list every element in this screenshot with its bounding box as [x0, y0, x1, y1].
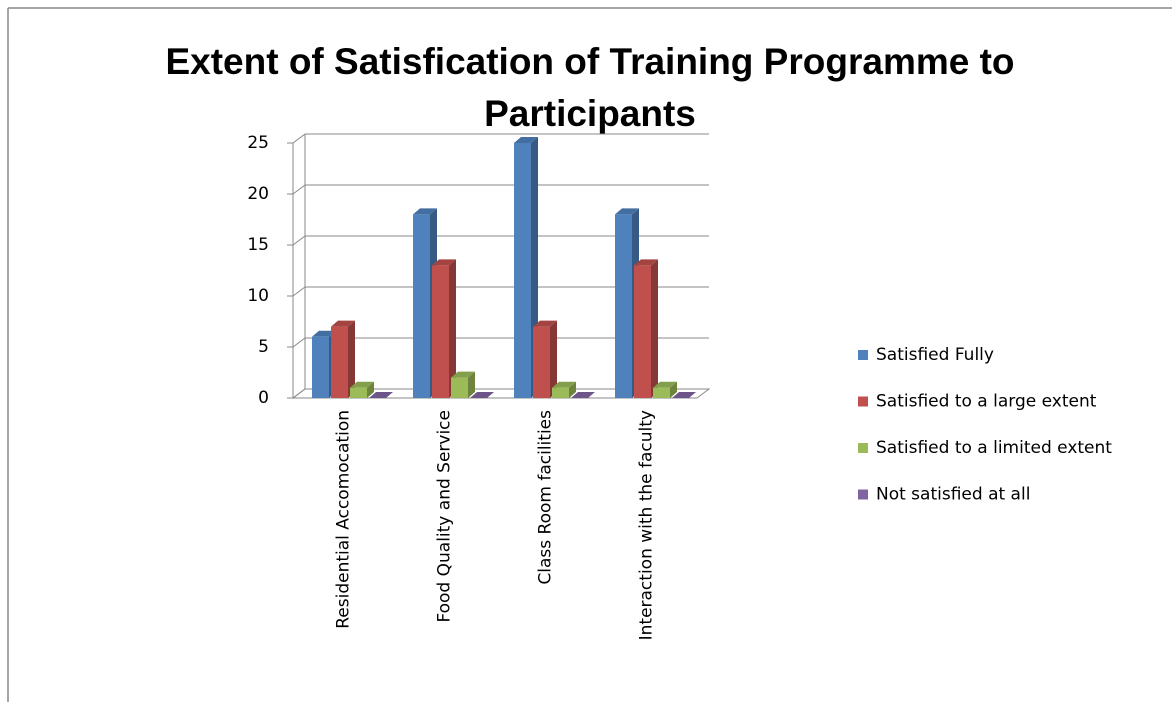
x-tick-label: Interaction with the faculty [637, 410, 657, 640]
chart-title: Extent of Satisfication of Training Prog… [165, 41, 1015, 134]
grid-line [292, 184, 306, 195]
grid-line [292, 286, 306, 297]
bar [653, 381, 677, 398]
bar [451, 371, 475, 398]
bar [350, 381, 374, 398]
bar-front [615, 214, 632, 398]
bar-side [367, 381, 374, 398]
grid-line [292, 133, 306, 144]
legend-label: Satisfied to a limited extent [876, 438, 1112, 458]
bar-top [331, 320, 355, 327]
x-tick-label: Residential Accomocation [334, 410, 354, 629]
bar-front [312, 336, 329, 398]
bar [369, 392, 393, 398]
grid-line [292, 235, 306, 246]
bar [432, 259, 456, 398]
bar [514, 137, 538, 398]
bar-top [470, 392, 494, 398]
bar-front [350, 387, 367, 398]
bar-front [432, 265, 449, 398]
bar-top [451, 371, 475, 378]
legend-swatch [858, 443, 868, 453]
bar-top [514, 137, 538, 143]
bar-side [468, 371, 475, 398]
bar-front [552, 387, 569, 398]
bar-top [312, 330, 336, 337]
bar-top [653, 381, 677, 388]
legend-swatch [858, 396, 868, 407]
bar-top [634, 259, 658, 266]
bar [533, 320, 557, 398]
bar [552, 381, 576, 398]
bar-top [533, 320, 557, 327]
bar-side [550, 320, 557, 398]
x-tick-label: Class Room facilities [536, 410, 556, 585]
bar-top [350, 381, 374, 388]
bar-front [451, 377, 468, 398]
bar-front [331, 326, 348, 398]
bar-top [571, 392, 595, 398]
bar-side [569, 381, 576, 398]
bar [672, 392, 696, 398]
bar-top [672, 392, 696, 398]
y-tick-label: 20 [247, 184, 269, 204]
bar-top [369, 392, 393, 398]
grid-line [292, 388, 306, 399]
bar-top [413, 208, 437, 215]
y-tick-label: 25 [247, 133, 269, 153]
y-tick-label: 0 [258, 388, 269, 408]
bar-side [348, 320, 355, 398]
bar-front [533, 326, 550, 398]
y-tick-label: 10 [247, 286, 269, 306]
legend-swatch [858, 350, 868, 360]
bar [634, 259, 658, 398]
bar-front [653, 387, 670, 398]
legend-label: Not satisfied at all [876, 485, 1030, 505]
bar-side [651, 259, 658, 398]
bar-top [552, 381, 576, 388]
bar-front [514, 143, 531, 398]
bar-side [449, 259, 456, 398]
bar-front [413, 214, 430, 398]
bar [571, 392, 595, 398]
bar-front [634, 265, 651, 398]
legend-label: Satisfied to a large extent [876, 392, 1097, 412]
legend-swatch [858, 489, 868, 500]
legend-label: Satisfied Fully [876, 345, 994, 365]
bar-side [670, 381, 677, 398]
bar [470, 392, 494, 398]
bar-top [432, 259, 456, 266]
grid-line [292, 337, 306, 348]
bar-top [615, 208, 639, 215]
bar [331, 320, 355, 398]
y-tick-label: 5 [258, 337, 269, 357]
x-tick-label: Food Quality and Service [435, 410, 455, 623]
y-tick-label: 15 [247, 235, 269, 255]
